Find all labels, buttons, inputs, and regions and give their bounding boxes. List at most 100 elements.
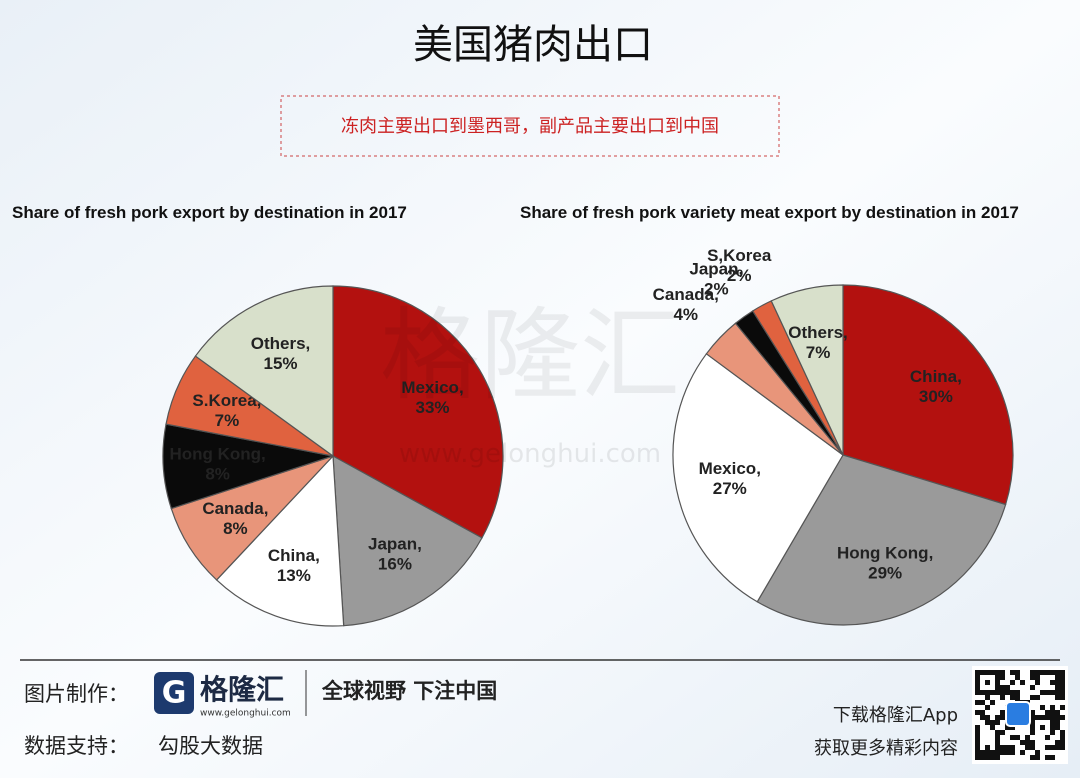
- made-by-label: 图片制作：: [24, 682, 129, 706]
- qr-cell: [1050, 670, 1055, 675]
- value-label: 8%: [205, 464, 230, 483]
- category-label: Others,: [251, 334, 311, 353]
- category-label: Canada,: [202, 499, 268, 518]
- value-label: 2%: [727, 266, 752, 285]
- qr-cell: [1050, 710, 1055, 715]
- pie-label: Japan, 2%: [689, 259, 743, 298]
- category-label: Mexico,: [699, 459, 761, 478]
- category-label: China,: [910, 367, 962, 386]
- qr-cell: [1000, 750, 1005, 755]
- category-label: China,: [268, 546, 320, 565]
- pie-slice: [672, 352, 844, 603]
- qr-cell: [990, 670, 995, 675]
- category-label: Japan,: [689, 259, 743, 278]
- qr-cell: [985, 695, 990, 700]
- pie-label: Hong Kong, 8%: [169, 444, 265, 483]
- value-label: 13%: [277, 566, 311, 585]
- qr-cell: [985, 680, 990, 685]
- qr-cell: [1030, 685, 1035, 690]
- pie-slice: [756, 454, 1007, 626]
- category-label: S.Korea,: [192, 391, 261, 410]
- qr-cell: [985, 690, 990, 695]
- qr-cell: [1060, 745, 1065, 750]
- qr-cell: [1055, 715, 1060, 720]
- qr-cell: [990, 750, 995, 755]
- value-label: 2%: [704, 279, 729, 298]
- qr-cell: [975, 735, 980, 740]
- qr-cell: [975, 680, 980, 685]
- qr-cell: [1030, 695, 1035, 700]
- pie-slice: [842, 284, 1014, 506]
- qr-cell: [1020, 750, 1025, 755]
- qr-cell: [1050, 745, 1055, 750]
- qr-cell: [1050, 720, 1055, 725]
- qr-cell: [1025, 745, 1030, 750]
- qr-cell: [975, 670, 980, 675]
- qr-cell: [1015, 735, 1020, 740]
- qr-cell: [1000, 675, 1005, 680]
- pie-label: China, 30%: [910, 367, 962, 406]
- qr-cell: [995, 675, 1000, 680]
- watermark-logo: 格隆汇: [380, 297, 680, 414]
- category-label: Others,: [788, 323, 848, 342]
- qr-cell: [1045, 745, 1050, 750]
- qr-cell: [975, 730, 980, 735]
- qr-cell: [995, 730, 1000, 735]
- qr-cell: [1045, 715, 1050, 720]
- qr-cell: [1030, 725, 1035, 730]
- qr-cell: [1045, 735, 1050, 740]
- brand: 格隆汇: [200, 673, 284, 706]
- qr-cell: [1045, 670, 1050, 675]
- qr-cell: [1050, 690, 1055, 695]
- qr-cell: [1015, 690, 1020, 695]
- qr-cell: [1050, 680, 1055, 685]
- qr-cell: [995, 755, 1000, 760]
- qr-cell: [1015, 675, 1020, 680]
- qr-cell: [1030, 740, 1035, 745]
- qr-cell: [995, 685, 1000, 690]
- qr-cell: [1060, 695, 1065, 700]
- qr-cell: [1030, 720, 1035, 725]
- qr-cell: [1055, 680, 1060, 685]
- qr-cell: [1055, 690, 1060, 695]
- qr-cell: [980, 755, 985, 760]
- qr-cell: [1035, 670, 1040, 675]
- pie-slice: [332, 454, 483, 627]
- qr-cell: [1055, 675, 1060, 680]
- qr-cell: [1000, 690, 1005, 695]
- subtitle-box: [280, 95, 780, 157]
- qr-cell: [1025, 735, 1030, 740]
- value-label: 15%: [264, 354, 298, 373]
- qr-cell: [1050, 755, 1055, 760]
- category-label: Mexico,: [401, 378, 463, 397]
- value-label: 33%: [415, 398, 449, 417]
- qr-cell: [1050, 730, 1055, 735]
- qr-cell: [1055, 695, 1060, 700]
- brand-icon-letter: G: [162, 676, 187, 711]
- slogan: 全球视野 下注中国: [321, 679, 497, 703]
- charts: Share of fresh pork export by destinatio…: [12, 203, 1019, 627]
- qr-cell: [985, 755, 990, 760]
- pie-label: S.Korea, 7%: [192, 391, 261, 430]
- qr-cell: [1055, 740, 1060, 745]
- qr-cell: [1005, 690, 1010, 695]
- qr-logo: [1005, 701, 1031, 727]
- qr-cell: [995, 750, 1000, 755]
- qr-cell: [975, 690, 980, 695]
- qr-cell: [1000, 695, 1005, 700]
- qr-cell: [980, 690, 985, 695]
- qr-cell: [1050, 705, 1055, 710]
- category-label: Hong Kong,: [837, 544, 933, 563]
- qr-cell: [1030, 755, 1035, 760]
- app-line-1: 下载格隆汇App: [833, 705, 958, 726]
- qr-cell: [1040, 725, 1045, 730]
- value-label: 30%: [919, 387, 953, 406]
- pie-label: Canada, 4%: [653, 285, 719, 324]
- qr-cell: [1030, 670, 1035, 675]
- category-label: S,Korea: [707, 246, 772, 265]
- qr-cell: [975, 675, 980, 680]
- qr-cell: [995, 690, 1000, 695]
- qr-cell: [1000, 685, 1005, 690]
